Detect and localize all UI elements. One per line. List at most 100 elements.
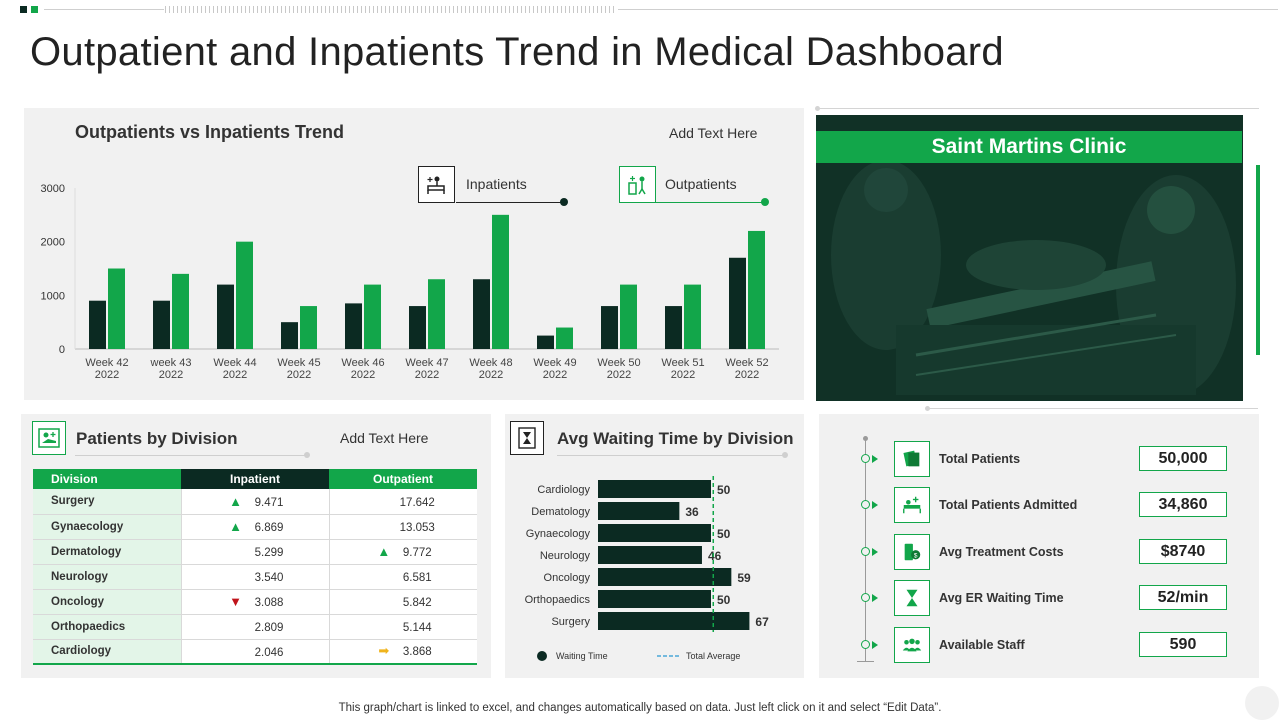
kpi-row: Total Patients Admitted 34,860: [819, 487, 1259, 523]
trend-x-tick-label: 2022: [607, 369, 631, 381]
waiting-title-rule: [557, 455, 785, 456]
division-table-header: Division Inpatient Outpatient: [33, 469, 477, 489]
trend-y-tick-label: 0: [59, 344, 65, 356]
patients-icon: [903, 450, 920, 467]
waiting-category-label: Oncology: [544, 572, 591, 584]
inpatients-bar: [601, 306, 618, 349]
trend-x-tick-label: 2022: [543, 369, 567, 381]
average-legend-label: Total Average: [686, 651, 740, 661]
svg-text:$: $: [914, 553, 918, 560]
admitted-icon: [903, 496, 921, 514]
kpi-pointer-icon: [872, 641, 878, 649]
kpi-label: Avg ER Waiting Time: [939, 591, 1064, 605]
outpatients-bar: [236, 241, 253, 349]
waiting-icon-box: [510, 421, 544, 455]
division-title-rule: [75, 455, 307, 456]
header-inpatient: Inpatient: [181, 469, 329, 489]
trend-x-tick-label: Week 42: [85, 357, 128, 369]
staff-icon: [902, 638, 922, 652]
inpatients-bar: [665, 306, 682, 349]
kpi-label: Total Patients: [939, 452, 1021, 466]
costs-icon: $: [904, 543, 921, 561]
waiting-bar: [598, 568, 732, 586]
waiting-bar: [598, 546, 702, 564]
waiting-legend-dot: [537, 651, 547, 661]
kpi-label: Avg Treatment Costs: [939, 545, 1064, 559]
arrow-right-icon: ➡: [378, 643, 390, 659]
clinic-frame-dot: [925, 406, 930, 411]
inpatient-value-cell: ▲5.299: [180, 539, 329, 565]
trend-title: Outpatients vs Inpatients Trend: [75, 122, 345, 142]
division-name: Cardiology: [33, 639, 181, 665]
outpatient-value: 13.053: [399, 522, 435, 534]
outpatients-legend-label: Outpatients: [665, 176, 737, 192]
kpi-row: Total Patients 50,000: [819, 441, 1259, 477]
kpi-label: Available Staff: [939, 638, 1025, 652]
trend-x-tick-label: 2022: [479, 369, 503, 381]
arrow-down-icon: ▼: [229, 594, 243, 609]
inpatient-value: 9.471: [254, 496, 284, 509]
division-name: Orthopaedics: [33, 614, 181, 640]
trend-x-tick-label: Week 46: [341, 357, 384, 369]
outpatient-value-cell: ▲5.144: [328, 614, 477, 640]
deco-dotted-line: [165, 6, 615, 13]
corner-decoration: [1245, 686, 1279, 720]
kpi-value: 34,860: [1139, 492, 1227, 517]
outpatient-value-cell: ➡ 3.868: [328, 639, 477, 665]
kpi-timeline-node: [861, 593, 870, 602]
arrow-up-icon: ▲: [377, 544, 391, 559]
trend-x-tick-label: Week 51: [661, 357, 704, 369]
outpatients-bar: [172, 273, 189, 349]
kpi-timeline-node: [861, 500, 870, 509]
kpi-panel: Total Patients 50,000 Total Patients Admit…: [819, 414, 1259, 678]
inpatient-legend-icon-box: [418, 166, 455, 203]
outpatients-bar: [364, 284, 381, 349]
top-decoration: [20, 6, 1280, 16]
trend-x-tick-label: Week 50: [597, 357, 640, 369]
inpatients-legend-label: Inpatients: [466, 176, 527, 192]
division-name: Gynaecology: [33, 514, 181, 540]
deco-line: [618, 9, 1278, 10]
waiting-bar: [598, 524, 711, 542]
kpi-icon-box: $: [894, 534, 930, 570]
kpi-pointer-icon: [872, 501, 878, 509]
kpi-value: $8740: [1139, 539, 1227, 564]
kpi-label: Total Patients Admitted: [939, 498, 1078, 512]
waiting-legend-label: Waiting Time: [556, 651, 608, 661]
waiting-category-label: Cardiology: [537, 484, 590, 496]
waiting-value-label: 50: [717, 483, 731, 497]
inpatients-bar: [89, 300, 106, 349]
hourglass-icon: [518, 427, 536, 449]
division-name: Neurology: [33, 564, 181, 590]
division-name: Surgery: [33, 489, 181, 515]
outpatients-bar: [300, 306, 317, 349]
inpatients-bar: [153, 300, 170, 349]
inpatient-value-cell: ▲ 9.471: [180, 489, 329, 515]
kpi-value: 50,000: [1139, 446, 1227, 471]
trend-x-tick-label: 2022: [735, 369, 759, 381]
clinic-accent-bar: [1256, 165, 1260, 355]
outpatient-value: 17.642: [399, 496, 435, 509]
outpatient-icon: [627, 175, 646, 195]
inpatients-bar: [729, 257, 746, 349]
division-table-row: Surgery ▲ 9.471 ▲17.642: [33, 489, 477, 515]
kpi-timeline-node: [861, 547, 870, 556]
waiting-value-label: 67: [755, 615, 769, 629]
waiting-time-panel: Avg Waiting Time by Division Cardiology 5…: [505, 414, 804, 678]
kpi-icon-box: [894, 627, 930, 663]
inpatient-value: 3.088: [254, 597, 284, 609]
waiting-category-label: Gynaecology: [526, 528, 591, 540]
waiting-bar: [598, 612, 750, 630]
inpatient-value: 2.809: [254, 622, 284, 634]
outpatient-value-cell: ▲ 9.772: [328, 539, 477, 565]
division-table-row: Dermatology▲5.299 ▲ 9.772: [33, 539, 477, 565]
division-add-text[interactable]: Add Text Here: [340, 430, 429, 446]
header-outpatient: Outpatient: [329, 469, 477, 489]
waiting-category-label: Neurology: [540, 550, 591, 562]
trend-y-tick-label: 1000: [41, 290, 65, 302]
inpatient-value-cell: ▲2.809: [180, 614, 329, 640]
trend-add-text[interactable]: Add Text Here: [669, 125, 758, 141]
kpi-pointer-icon: [872, 548, 878, 556]
trend-y-tick-label: 3000: [41, 183, 65, 195]
